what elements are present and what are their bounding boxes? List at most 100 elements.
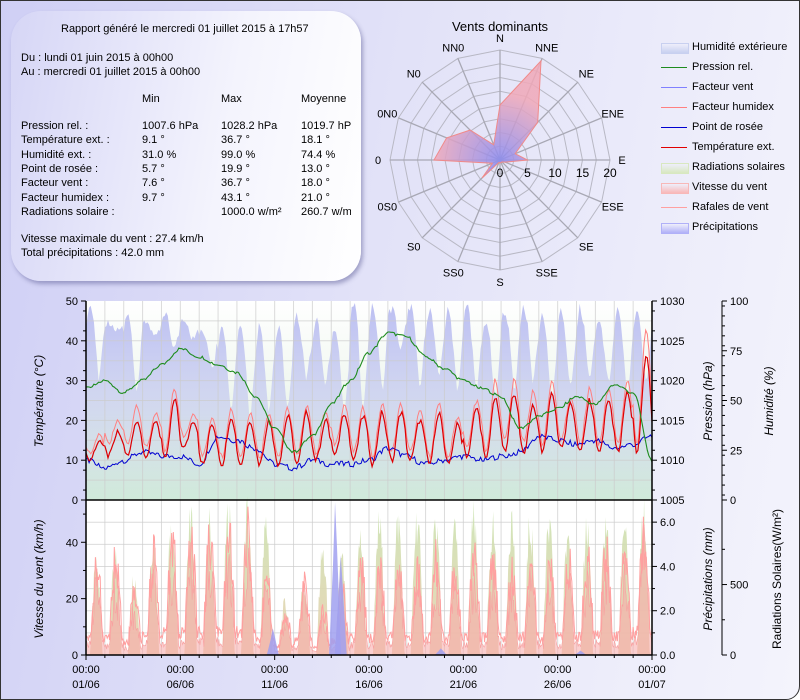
pressure-tick-label: 1020: [660, 376, 684, 388]
precipitation-bar: [266, 628, 279, 655]
summary-row-max: 1000.0 w/m²: [221, 205, 282, 218]
x-tick-date: 01/06: [72, 679, 100, 691]
x-tick-date: 06/06: [167, 679, 195, 691]
summary-row-max: 99.0 %: [221, 148, 256, 161]
radar-tick-label: 20: [603, 166, 617, 180]
radar-tick-label: 5: [524, 166, 531, 180]
x-tick-date: 11/06: [261, 679, 288, 691]
x-tick-time: 00:00: [167, 664, 195, 676]
legend-label: Vitesse du vent: [692, 181, 768, 193]
legend-label: Facteur vent: [692, 81, 754, 93]
summary-row-label: Facteur vent :: [21, 177, 89, 190]
summary-row-avg: 1019.7 hPa: [301, 120, 351, 132]
legend-line: [661, 147, 687, 148]
x-tick-time: 00:00: [72, 664, 100, 676]
temp-tick-label: 10: [66, 455, 78, 467]
precipitation-bar: [434, 648, 447, 655]
precipitation-bar: [334, 555, 347, 655]
radar-spoke: [499, 159, 602, 203]
temp-axis-label: Température (°C): [32, 355, 46, 447]
rain-tick-label: 0.0: [660, 650, 675, 662]
x-tick-date: 01/07: [638, 679, 666, 691]
summary-row-label: Facteur humidex :: [21, 191, 110, 204]
radar-spoke: [457, 58, 501, 161]
x-tick-time: 00:00: [261, 664, 289, 676]
radar-direction-label: SS0: [443, 268, 464, 280]
legend-line: [661, 107, 687, 108]
radar-direction-label: NNE: [535, 42, 558, 54]
summary-row-avg: 18.0 °: [301, 177, 330, 190]
temp-tick-label: 30: [66, 376, 78, 388]
x-tick-date: 21/06: [450, 679, 478, 691]
x-tick-date: 26/06: [544, 679, 572, 691]
humidex-line: [85, 328, 653, 460]
wind-tick-label: 20: [66, 594, 78, 606]
radar-spoke: [499, 159, 579, 239]
summary-row-avg: 18.1 °: [301, 134, 330, 147]
rain-tick-label: 2.0: [660, 606, 675, 618]
precipitation-bar: [574, 650, 587, 655]
humidity-tick-label: 100: [730, 296, 748, 308]
summary-row-min: 7.6 °: [142, 177, 165, 190]
temp-tick-label: 40: [66, 336, 78, 348]
radar-direction-label: N0: [407, 69, 421, 81]
wind-gust-line: [85, 506, 653, 651]
wind-tick-label: 40: [66, 537, 78, 549]
legend-swatch: [661, 43, 689, 54]
radar-direction-label: S0: [407, 241, 420, 253]
total-rain: Total précipitations : 42.0 mm: [21, 247, 165, 259]
summary-row-max: 36.7 °: [221, 134, 250, 147]
radar-direction-label: NN0: [442, 42, 464, 54]
radar-direction-label: 0N0: [377, 108, 397, 120]
legend-label: Facteur humidex: [692, 101, 774, 113]
radar-spoke: [499, 159, 543, 262]
summary-row-max: 43.1 °: [221, 191, 250, 204]
humidity-tick-label: 0: [730, 495, 736, 507]
humidity-tick-label: 25: [730, 445, 742, 457]
x-tick-time: 00:00: [355, 664, 383, 676]
summary-row-label: Radiations solaire :: [21, 205, 115, 218]
radar-tick-label: 10: [548, 166, 562, 180]
pressure-tick-label: 1030: [660, 296, 684, 308]
max-wind: Vitesse maximale du vent : 27.4 km/h: [21, 233, 204, 245]
report-generated: Rapport généré le mercredi 01 juillet 20…: [61, 23, 309, 35]
x-tick-time: 00:00: [638, 664, 666, 676]
radar-spoke: [499, 117, 602, 161]
summary-panel: Rapport généré le mercredi 01 juillet 20…: [11, 11, 361, 281]
legend-label: Précipitations: [692, 221, 759, 233]
summary-row-avg: 260.7 w/m²: [301, 205, 351, 218]
wind-speed-area: [85, 524, 653, 656]
legend-line: [661, 87, 687, 88]
legend-swatch: [661, 163, 689, 174]
summary-row-min: 31.0 %: [142, 148, 177, 161]
legend-swatch: [661, 223, 689, 234]
legend-label: Température ext.: [692, 141, 775, 153]
solar-axis-label: Radiations Solaires(W/m²): [770, 509, 784, 649]
radar-direction-label: ESE: [602, 202, 624, 214]
legend-label: Radiations solaires: [692, 161, 785, 173]
pressure-line: [85, 331, 653, 462]
summary-row-label: Pression rel. :: [21, 120, 89, 132]
legend-swatch: [661, 183, 689, 194]
radar-series-polygon: [433, 59, 542, 179]
temp-tick-label: 0: [72, 495, 78, 507]
radar-spoke: [398, 159, 501, 203]
humidity-tick-label: 75: [730, 346, 742, 358]
header-avg: Moyenne: [301, 93, 347, 105]
pressure-tick-label: 1010: [660, 455, 684, 467]
pressure-tick-label: 1025: [660, 336, 684, 348]
temp-tick-label: 50: [66, 296, 78, 308]
humidity-axis-label: Humidité (%): [762, 366, 776, 435]
header-max: Max: [221, 93, 242, 105]
rain-tick-label: 6.0: [660, 517, 675, 529]
solar-tick-label: 0: [730, 650, 736, 662]
rain-axis-label: Précipitations (mm): [701, 527, 715, 630]
summary-row-min: 5.7 °: [142, 162, 165, 175]
header-min: Min: [142, 93, 160, 105]
radar-tick-label: 0: [497, 166, 504, 180]
radar-tick-label: 15: [576, 166, 590, 180]
radar-direction-label: E: [618, 155, 625, 167]
